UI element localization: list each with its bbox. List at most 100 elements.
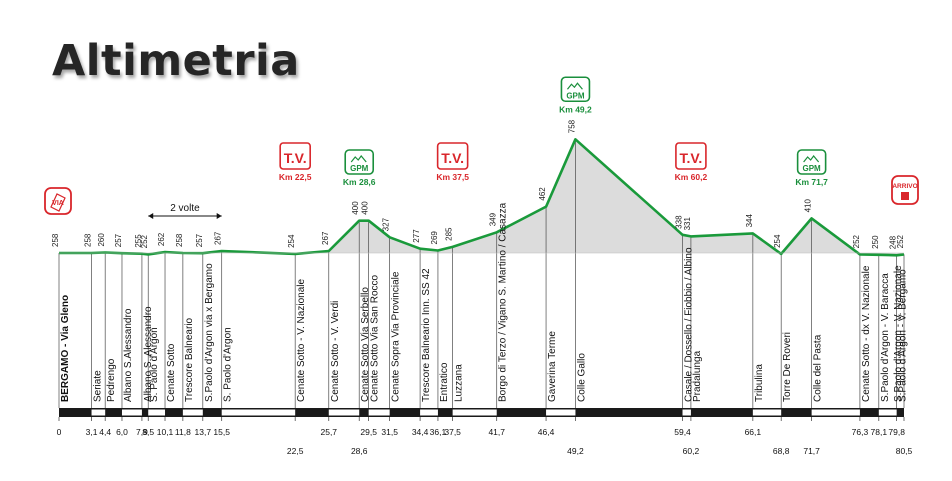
- altitude-label: 258: [175, 233, 184, 247]
- km-label: 3,1: [86, 427, 98, 437]
- altitude-label: 331: [683, 216, 692, 230]
- km-label: 60,2: [683, 446, 700, 456]
- waypoint-name: Torre De Roveri: [782, 332, 793, 402]
- altitude-label: 462: [538, 187, 547, 201]
- km-label: 0: [57, 427, 62, 437]
- altitude-label: 248: [889, 235, 898, 249]
- gpm-label: GPM: [803, 164, 822, 173]
- altitude-label: 257: [195, 233, 204, 247]
- altitude-label: 327: [382, 217, 391, 231]
- km-label: 8,5: [142, 427, 154, 437]
- waypoint-name: Gaverina Terme: [547, 331, 558, 402]
- tv-badge: [675, 142, 707, 170]
- waypoint-name: Trescore Balneario: [184, 317, 195, 402]
- km-label: 41,7: [488, 427, 505, 437]
- distance-bar-segment: [221, 409, 296, 416]
- waypoint-name: Albano S.Alessandro: [123, 308, 134, 402]
- altitude-label: 338: [675, 215, 684, 229]
- altitude-label: 262: [157, 232, 166, 246]
- distance-bar-segment: [328, 409, 360, 416]
- altitude-label: 254: [287, 234, 296, 248]
- distance-bar-segment: [91, 409, 106, 416]
- waypoint-name: S.Paolo d'Argon - V. Bergamo: [898, 269, 909, 402]
- waypoint-name: Casale / Dossello / Fiobbio / Albino: [684, 247, 695, 402]
- km-label: 66,1: [745, 427, 762, 437]
- km-label: 49,2: [567, 446, 584, 456]
- gpm-label: GPM: [350, 164, 369, 173]
- km-label: 46,4: [538, 427, 555, 437]
- altitude-label: 267: [321, 231, 330, 245]
- tv-badge: [279, 142, 311, 170]
- waypoint-name: Pedrengo: [106, 358, 117, 402]
- distance-bar-segment: [682, 409, 691, 416]
- waypoint-name: Tribulina: [754, 364, 765, 402]
- distance-bar-segment: [420, 409, 438, 416]
- profile-line: [59, 138, 905, 257]
- km-label: 25,7: [320, 427, 337, 437]
- gpm-km: Km 71,7: [795, 177, 828, 187]
- km-label: 7,9: [136, 427, 148, 437]
- km-label: 59,4: [674, 427, 691, 437]
- distance-bar-segment: [452, 409, 497, 416]
- gpm-label: GPM: [566, 91, 585, 100]
- km-label: 22,5: [287, 446, 304, 456]
- tv-label: T.V.: [679, 150, 702, 166]
- km-label: 4,4: [99, 427, 111, 437]
- waypoint-name: Luzzana: [454, 364, 465, 402]
- altitude-label: 344: [745, 214, 754, 228]
- km-label: 71,7: [803, 446, 820, 456]
- waypoint-name: Entratico: [439, 362, 450, 402]
- altitude-label: 260: [97, 233, 106, 247]
- loop-note: 2 volte: [170, 203, 200, 214]
- altitude-label: 267: [214, 231, 223, 245]
- loop-arrow-left: [148, 213, 154, 219]
- tv-label: T.V.: [284, 150, 307, 166]
- distance-bar-segment: [121, 409, 142, 416]
- altitude-label: 257: [114, 233, 123, 247]
- mountain-icon: [566, 82, 583, 90]
- waypoint-name: Pradalunga: [692, 350, 703, 402]
- km-label: 15,5: [213, 427, 230, 437]
- altitude-label: 252: [852, 234, 861, 248]
- tv-badge: [436, 142, 469, 170]
- waypoint-name: Cenate Sotto - V. Nazionale: [296, 279, 307, 402]
- waypoint-name: Cenate Sotto Via Serbello: [360, 287, 371, 402]
- altitude-label: 254: [773, 234, 782, 248]
- altitude-label: 269: [430, 231, 439, 245]
- km-label: 31,5: [381, 427, 398, 437]
- tv-km: Km 22,5: [279, 172, 312, 182]
- distance-bar-segment: [878, 409, 897, 416]
- waypoint-name: Colle del Pasta: [813, 334, 824, 402]
- altitude-label: 252: [140, 234, 149, 248]
- waypoint-name: Borgo di Terzo / Vigano S. Martino / Cas…: [498, 202, 509, 402]
- waypoint-name: Seriate: [93, 370, 104, 402]
- waypoint-name: Albano S. Alessandro: [143, 306, 154, 402]
- finish-label: ARRIVO: [892, 183, 917, 190]
- altitude-label: 252: [896, 234, 905, 248]
- distance-bar-segment: [811, 409, 860, 416]
- waypoint-name: Trescore Balneario Inn. SS 42: [421, 268, 432, 402]
- altitude-label: 250: [871, 235, 880, 249]
- tv-label: T.V.: [441, 150, 464, 166]
- altitude-label: 400: [361, 201, 370, 215]
- gpm-badge: [560, 76, 591, 103]
- waypoint-name: Cenate Sotto: [166, 343, 177, 402]
- distance-bar-segment: [752, 409, 782, 416]
- km-label: 28,6: [351, 446, 368, 456]
- km-label: 37,5: [444, 427, 461, 437]
- waypoint-name: S. Paolo d'Argon: [223, 327, 234, 402]
- altitude-label: 349: [489, 212, 498, 226]
- waypoint-name: S. Paolo d'Argon: [149, 327, 160, 402]
- waypoint-name: S.Paolo d'Argon via x Bergamo: [204, 263, 215, 402]
- loop-arrow-right: [216, 213, 222, 219]
- profile-area: [59, 139, 904, 256]
- km-label: 29,5: [360, 427, 377, 437]
- waypoint-name: BERGAMO - Via Gleno: [60, 295, 71, 402]
- km-label: 11,8: [175, 427, 191, 437]
- distance-bar-segment: [368, 409, 390, 416]
- gpm-km: Km 28,6: [343, 177, 376, 187]
- finish-line-icon: [901, 192, 909, 200]
- altitude-label: 410: [804, 199, 813, 213]
- km-label: 78,1: [871, 427, 888, 437]
